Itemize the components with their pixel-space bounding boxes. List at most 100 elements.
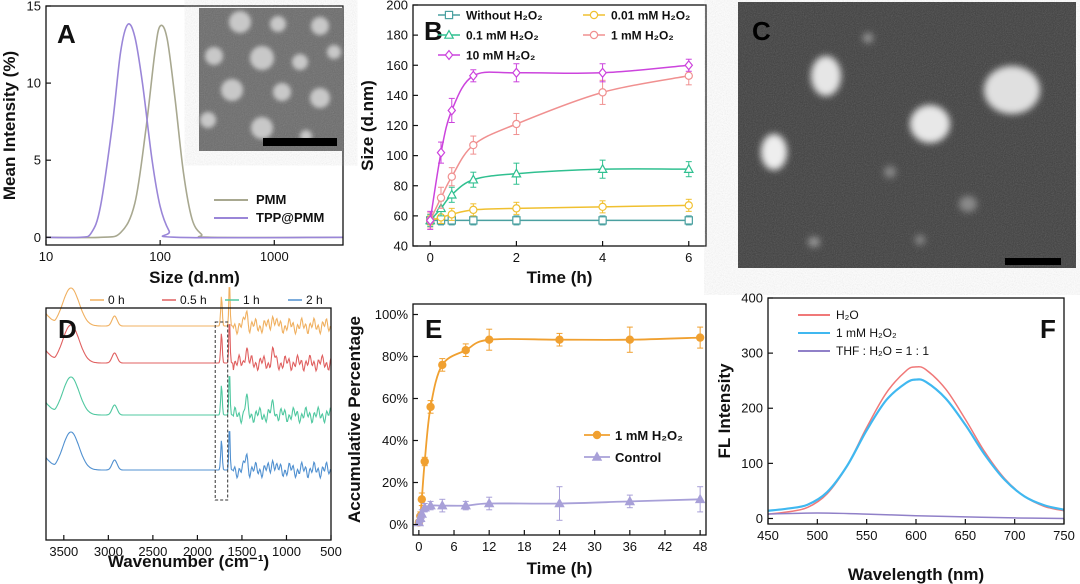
y-tick-label: 120 xyxy=(386,118,408,133)
x-tick-label: 1000 xyxy=(272,544,301,559)
x-tick-label: 30 xyxy=(587,539,601,554)
x-tick-label: 450 xyxy=(757,528,779,543)
y-tick-label: 40% xyxy=(382,433,408,448)
series-line-1 xyxy=(45,324,332,373)
panel-a-plot: PMM TPP@PMM 10 100 1000 0 5 10 15 Size (d.nm) Mean… xyxy=(0,0,344,287)
y-tick-label: 100 xyxy=(741,456,763,471)
data-point xyxy=(447,210,456,219)
legend-label: PMM xyxy=(256,192,286,207)
x-tick-label: 2500 xyxy=(138,544,167,559)
data-point xyxy=(468,70,478,82)
panel-a-letter: A xyxy=(57,19,76,49)
data-point xyxy=(555,335,564,344)
series-line-0 xyxy=(45,287,332,336)
x-tick-label: 500 xyxy=(806,528,828,543)
y-axis-label: Accumulative Percentage xyxy=(345,316,364,523)
data-point xyxy=(511,168,522,178)
data-point xyxy=(684,216,693,225)
data-point xyxy=(598,88,607,97)
data-point xyxy=(436,147,446,158)
y-tick-label: 80 xyxy=(394,178,408,193)
inset-scale-bar xyxy=(263,138,337,146)
x-tick-label: 1500 xyxy=(227,544,256,559)
x-tick-label: 100 xyxy=(149,249,171,264)
x-tick-label: 600 xyxy=(905,528,927,543)
series-line xyxy=(430,204,689,222)
legend-label: 0.01 mM H₂O₂ xyxy=(611,9,690,23)
x-tick-label: 0 xyxy=(415,539,422,554)
x-axis-label: Wavenumber (cm⁻¹) xyxy=(108,552,269,571)
y-tick-label: 100% xyxy=(375,307,409,322)
data-point xyxy=(694,493,706,504)
data-point xyxy=(438,360,447,370)
legend-label: Control xyxy=(615,450,661,465)
panel-a-inset-tem xyxy=(199,8,343,151)
legend-label: 1 mM H₂O₂ xyxy=(615,428,683,443)
legend-marker xyxy=(589,30,599,40)
series-line-pmm xyxy=(45,24,344,239)
inset-tem-particles xyxy=(200,11,341,142)
legend-label: 0 h xyxy=(108,293,125,307)
legend-label: TPP@PMM xyxy=(256,210,324,225)
data-point xyxy=(598,202,607,212)
y-axis-label: Size (d.nm) xyxy=(358,80,377,171)
y-tick-label: 100 xyxy=(386,148,408,163)
plot-frame xyxy=(45,307,332,541)
legend-marker xyxy=(589,10,599,20)
panel-d-letter: D xyxy=(58,314,77,344)
legend-marker xyxy=(444,49,454,61)
y-tick-label: 0 xyxy=(756,511,763,526)
data-point xyxy=(437,499,448,510)
data-point xyxy=(447,172,456,181)
panel-b: B Without H₂O₂ 0.01 mM H₂O₂ 0.1 mM H₂O₂ 1 m… xyxy=(358,0,707,287)
x-tick-label: 10 xyxy=(39,249,53,264)
data-point xyxy=(512,67,521,79)
data-point xyxy=(461,346,470,355)
y-tick-label: 400 xyxy=(741,291,763,306)
data-point xyxy=(598,216,607,225)
y-tick-label: 180 xyxy=(386,28,408,43)
data-point xyxy=(469,216,478,225)
x-tick-label: 24 xyxy=(552,539,566,554)
y-axis-label: FL Intensity xyxy=(715,363,734,459)
series-line xyxy=(429,64,689,221)
y-tick-label: 0 xyxy=(34,230,41,245)
x-tick-label: 750 xyxy=(1053,528,1075,543)
x-tick-label: 6 xyxy=(685,250,692,265)
data-point xyxy=(416,508,428,518)
panel-f: F H₂O 1 mM H₂O₂ THF : H₂O = 1 : 1 450 500 550… xyxy=(715,291,1075,584)
legend-marker xyxy=(443,29,455,39)
series-line xyxy=(429,75,689,221)
panel-e-plot: 1 mM H₂O₂ Control 0 6 12 18 24 30 36 42 48 0% 20% 40%… xyxy=(345,303,707,578)
x-axis-label: Time (h) xyxy=(527,559,593,578)
data-point xyxy=(597,163,608,173)
legend-label: 10 mM H₂O₂ xyxy=(466,49,535,63)
panel-c: C xyxy=(738,2,1076,268)
panel-f-plot: H₂O 1 mM H₂O₂ THF : H₂O = 1 : 1 450 500 550 60… xyxy=(715,291,1075,584)
x-tick-label: 550 xyxy=(856,528,878,543)
panel-c-letter: C xyxy=(752,16,771,46)
y-tick-label: 300 xyxy=(741,346,763,361)
panel-d-plot: 0 h 0.5 h 1 h 2 h 3500 3000 2500 2000 1500 1000 50… xyxy=(45,287,342,571)
y-tick-label: 20% xyxy=(382,475,408,490)
data-point xyxy=(625,335,635,344)
data-point xyxy=(512,216,521,225)
legend-marker xyxy=(592,430,602,440)
data-point xyxy=(425,499,436,510)
tem-c-scale-bar xyxy=(1005,258,1061,265)
legend-label: THF : H₂O = 1 : 1 xyxy=(836,344,929,358)
tem-c-noise xyxy=(738,2,1076,268)
series-line xyxy=(767,512,1065,520)
x-tick-label: 6 xyxy=(450,539,457,554)
x-tick-label: 0 xyxy=(427,250,434,265)
x-tick-label: 500 xyxy=(320,544,342,559)
data-point xyxy=(468,174,479,184)
series-line-3 xyxy=(45,431,332,480)
y-tick-label: 200 xyxy=(741,401,763,416)
panel-e: E 1 mM H₂O₂ Control 0 6 12 18 24 30 36 42 48 0% 20% 4… xyxy=(345,303,707,578)
x-axis-label: Size (d.nm) xyxy=(149,268,240,287)
data-point xyxy=(684,201,693,210)
data-point xyxy=(684,71,693,80)
data-point xyxy=(683,163,694,173)
series-line xyxy=(429,168,689,221)
